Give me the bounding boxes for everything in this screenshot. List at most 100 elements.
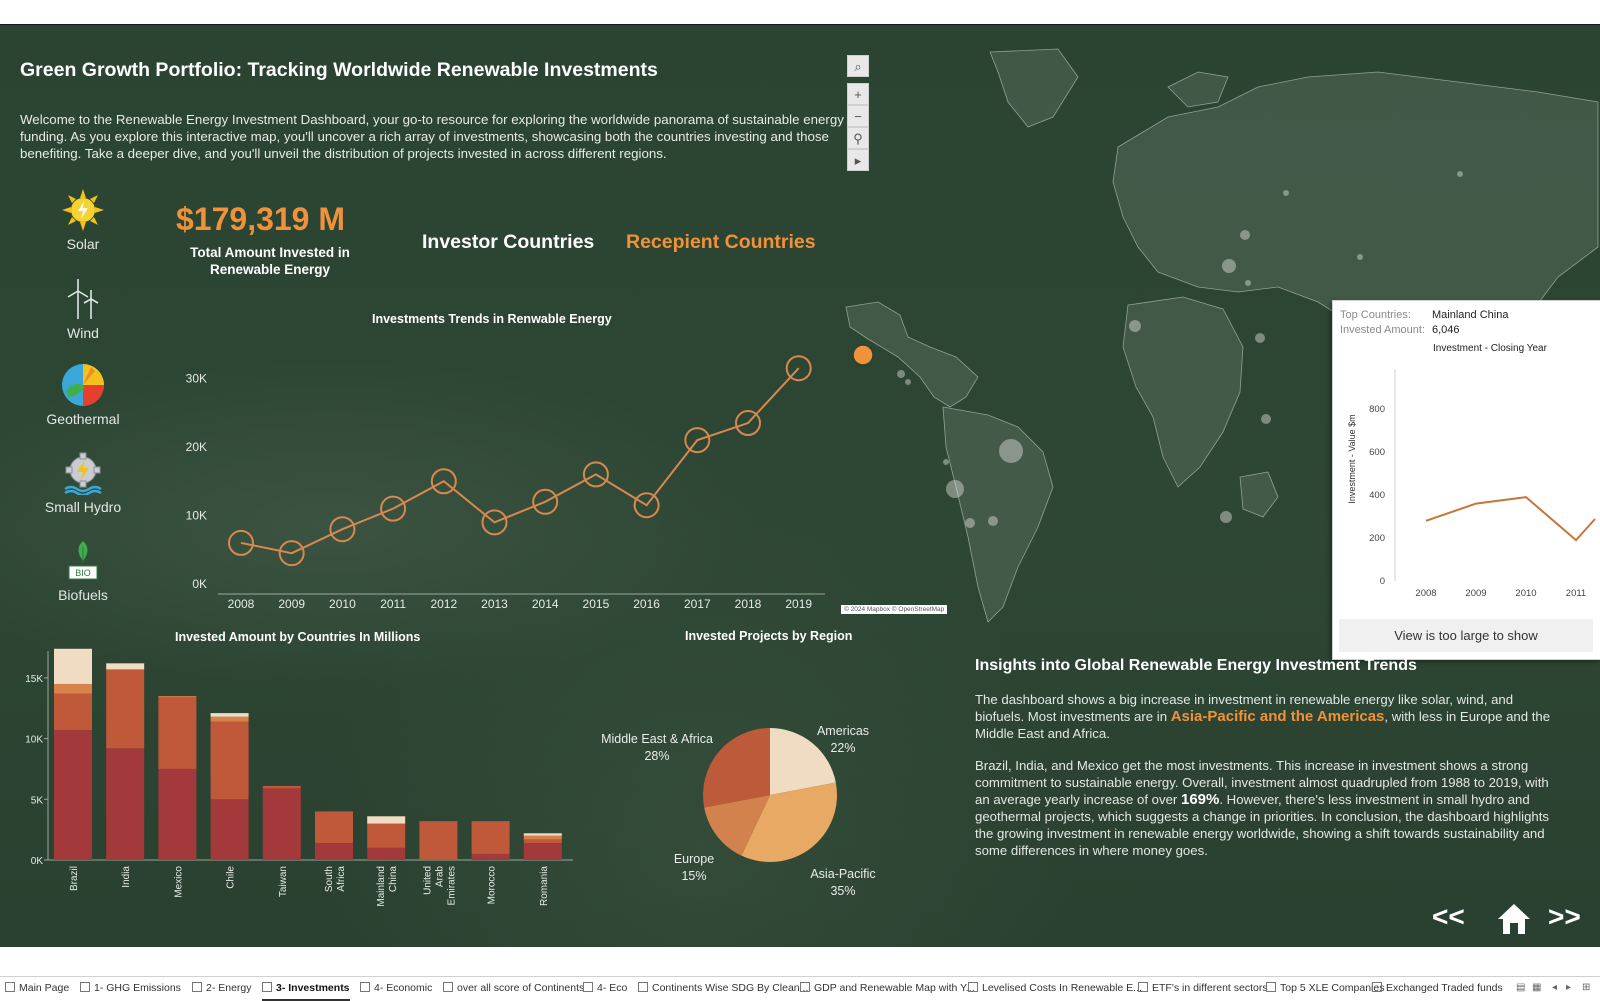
next-page-button[interactable]: >> <box>1548 901 1581 932</box>
sidebar-item-small-hydro[interactable]: Small Hydro <box>30 451 136 515</box>
sheet-tab[interactable]: 3- Investments <box>262 977 350 1001</box>
tooltip-y-tick: 800 <box>1369 404 1385 415</box>
line-point[interactable] <box>228 529 254 556</box>
map-pan-button[interactable]: ▸ <box>847 149 869 171</box>
sheet-tab[interactable]: Main Page <box>5 977 69 999</box>
bar-segment[interactable] <box>54 693 92 731</box>
map-zoom-out-button[interactable]: − <box>847 105 869 127</box>
bar-segment[interactable] <box>471 821 510 854</box>
sheet-tab[interactable]: GDP and Renewable Map with Y... <box>800 977 975 999</box>
line-point[interactable] <box>532 488 559 515</box>
toggle-investor-countries[interactable]: Investor Countries <box>422 231 595 253</box>
line-point[interactable] <box>735 410 761 437</box>
bar-segment[interactable] <box>210 799 249 860</box>
bar-segment[interactable] <box>54 648 92 684</box>
bar-segment[interactable] <box>471 853 510 860</box>
home-icon[interactable] <box>1496 902 1532 936</box>
bar-y-tick: 10K <box>25 735 43 746</box>
sheet-tab-icon <box>443 982 453 992</box>
pie-slice[interactable] <box>741 782 837 862</box>
tooltip-line-chart: Investment - Value $m 0 200 400 600 800 2008 2… <box>1347 369 1596 599</box>
sheet-tab[interactable]: 4- Economic <box>360 977 432 999</box>
bar-segment[interactable] <box>54 683 92 694</box>
sheet-tab[interactable]: over all score of Continents <box>443 977 584 999</box>
sheet-tab[interactable]: Top 5 XLE Companies <box>1266 977 1384 999</box>
sheet-tab[interactable]: Levelised Costs In Renewable E... <box>968 977 1142 999</box>
bar-segment[interactable] <box>54 730 92 860</box>
line-point[interactable] <box>582 461 609 488</box>
line-point[interactable] <box>329 516 356 543</box>
sheet-tab-icon <box>360 982 370 992</box>
tab-grid-icon[interactable]: ▦ <box>1532 982 1542 993</box>
hydro-gear-icon <box>64 452 102 495</box>
pie-slice[interactable] <box>704 795 770 856</box>
bar-segment[interactable] <box>523 843 562 860</box>
bar-y-tick: 0K <box>31 856 44 867</box>
bar-segment[interactable] <box>158 697 197 769</box>
sheet-tab[interactable]: 1- GHG Emissions <box>80 977 181 999</box>
line-point[interactable] <box>481 509 508 536</box>
sidebar-item-geothermal[interactable]: Geothermal <box>30 363 136 427</box>
sheet-tab[interactable]: Continents Wise SDG By Clean ... <box>638 977 811 999</box>
bar-segment[interactable] <box>106 748 145 860</box>
bar-category-label: South <box>324 866 335 892</box>
bar-segment[interactable] <box>367 816 406 824</box>
sheet-tab-label: ETF's in different sectors <box>1152 982 1268 994</box>
pie-value-label: 22% <box>830 741 855 755</box>
sheet-tab-label: Continents Wise SDG By Clean ... <box>652 982 812 994</box>
sheet-tab[interactable]: ETF's in different sectors <box>1138 977 1268 999</box>
line-point[interactable] <box>380 495 407 522</box>
bar-segment[interactable] <box>158 768 197 860</box>
pie-slice[interactable] <box>703 728 770 808</box>
line-x-tick: 2016 <box>633 597 660 611</box>
bar-segment[interactable] <box>315 843 353 860</box>
sheet-tab-label: 3- Investments <box>276 982 350 994</box>
line-x-tick: 2015 <box>583 597 610 611</box>
bar-segment[interactable] <box>367 847 406 860</box>
line-point[interactable] <box>785 355 812 382</box>
line-point[interactable] <box>278 540 305 567</box>
map-pin-button[interactable]: ⚲ <box>847 127 869 149</box>
bar-segment[interactable] <box>367 823 406 848</box>
view-too-large-button[interactable]: View is too large to show <box>1339 619 1593 652</box>
bar-segment[interactable] <box>210 713 249 717</box>
tab-prev-icon[interactable]: ◂ <box>1552 982 1558 993</box>
toggle-recipient-countries[interactable]: Recepient Countries <box>626 231 816 253</box>
bar-segment[interactable] <box>106 669 145 749</box>
sheet-tab[interactable]: 2- Energy <box>192 977 252 999</box>
line-y-tick: 0K <box>192 577 207 591</box>
bar-segment[interactable] <box>210 716 249 722</box>
bar-segment[interactable] <box>106 663 145 670</box>
bar-category-label: Taiwan <box>278 866 289 897</box>
sheet-tab-icon <box>192 982 202 992</box>
bar-segment[interactable] <box>523 835 562 840</box>
bar-segment[interactable] <box>262 788 301 860</box>
sheet-tab-label: 2- Energy <box>206 982 252 994</box>
previous-page-button[interactable]: << <box>1432 901 1465 932</box>
bar-segment[interactable] <box>158 696 197 698</box>
bar-y-tick: 5K <box>31 795 44 806</box>
selected-country-marker[interactable] <box>852 344 874 366</box>
sidebar-item-solar[interactable]: Solar <box>30 188 136 252</box>
tab-list-icon[interactable]: ▤ <box>1516 982 1526 993</box>
map-search-button[interactable]: ⌕ <box>847 55 869 77</box>
bar-segment[interactable] <box>262 785 301 789</box>
line-x-tick: 2017 <box>684 597 711 611</box>
bar-segment[interactable] <box>523 839 562 844</box>
bar-segment[interactable] <box>419 821 458 860</box>
bar-segment[interactable] <box>210 721 249 800</box>
tab-new-icon[interactable]: ⊞ <box>1582 982 1591 993</box>
line-point[interactable] <box>633 492 660 519</box>
bar-segment[interactable] <box>523 833 562 836</box>
sheet-tab[interactable]: 4- Eco <box>583 977 627 999</box>
sheet-tab-icon <box>583 982 593 992</box>
sheet-tab[interactable]: Exchanged Traded funds <box>1372 977 1503 999</box>
sidebar-item-biofuels[interactable]: BIO Biofuels <box>30 539 136 603</box>
sidebar-item-wind[interactable]: Wind <box>30 277 136 341</box>
bar-segment[interactable] <box>315 811 353 844</box>
pie-slice[interactable] <box>770 728 836 795</box>
line-point[interactable] <box>430 468 457 495</box>
line-point[interactable] <box>684 427 711 454</box>
tab-next-icon[interactable]: ▸ <box>1566 982 1572 993</box>
map-zoom-in-button[interactable]: + <box>847 83 869 105</box>
